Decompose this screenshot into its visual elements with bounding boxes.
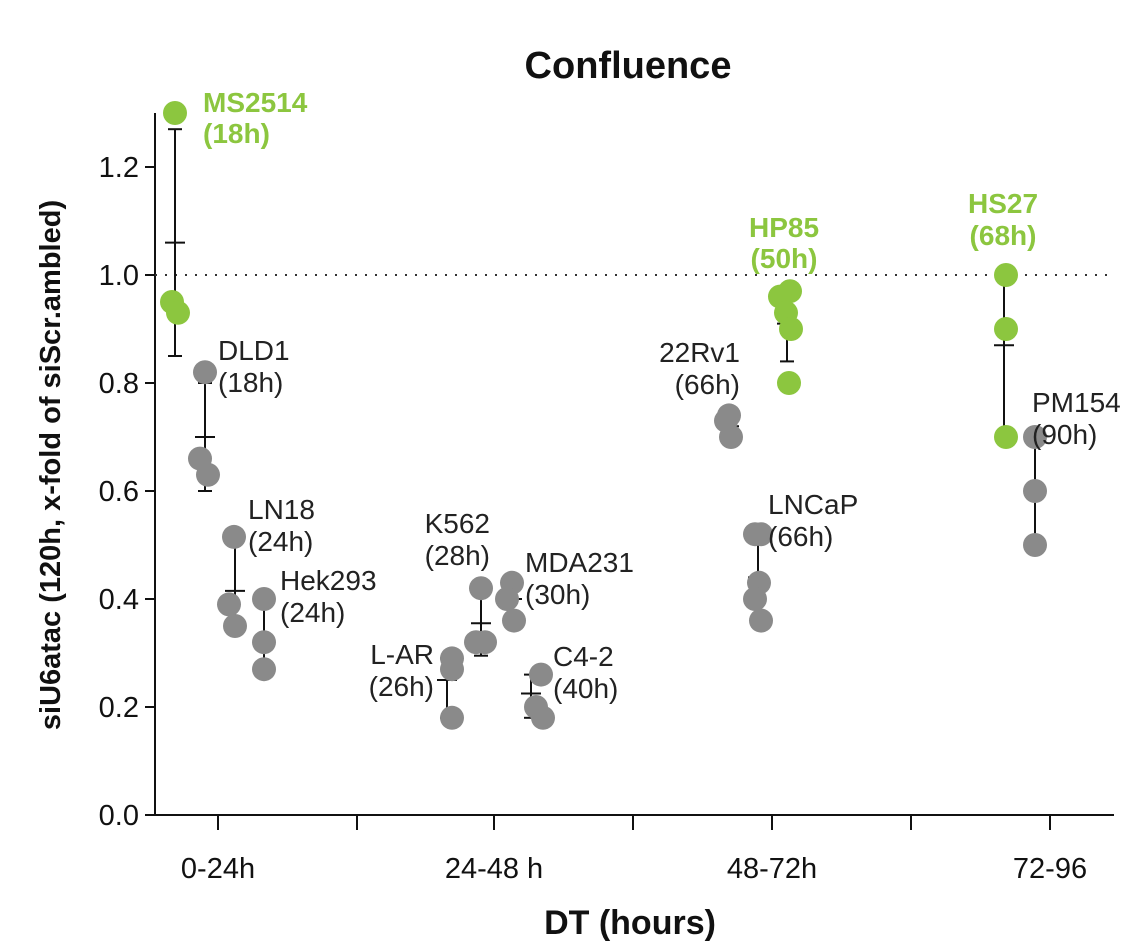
series-doubling-c4-2: (40h) [553, 673, 618, 704]
data-point-ms2514 [163, 101, 187, 125]
data-point-dld1 [193, 360, 217, 385]
series-doubling-hs27: (68h) [970, 220, 1037, 251]
data-point-ln18 [223, 614, 247, 638]
data-point-mda231 [502, 608, 526, 633]
axes: 0.0 0.2 0.4 0.6 0.8 1.0 1.2 0-24h 24-48 h 48-72h 7… [99, 113, 1114, 885]
data-point-hek293 [252, 657, 276, 682]
data-point-mda231 [495, 587, 519, 611]
series-doubling-lncap: (66h) [768, 521, 833, 552]
series-labels: MS2514(18h)DLD1(18h)LN18(24h)Hek293(24h)… [203, 87, 1121, 704]
data-point-pm154 [1023, 479, 1047, 503]
series-doubling-ln18: (24h) [248, 526, 313, 557]
y-tick-label: 1.0 [99, 260, 139, 292]
y-tick-label: 0.6 [99, 476, 139, 508]
series-name-l-ar: L-AR [370, 639, 434, 670]
data-point-hs27 [994, 317, 1018, 341]
data-point-l-ar [440, 657, 464, 682]
x-tick-label: 0-24h [181, 853, 255, 885]
series-name-dld1: DLD1 [218, 335, 290, 366]
data-point-ms2514 [166, 300, 190, 325]
data-point-hs27 [994, 263, 1018, 287]
series-doubling-dld1: (18h) [218, 367, 283, 398]
data-point-lncap [749, 608, 773, 633]
x-tick-label: 48-72h [727, 853, 817, 885]
series-name-hp85: HP85 [749, 212, 819, 243]
data-point-c4-2 [529, 662, 553, 687]
series-name-c4-2: C4-2 [553, 641, 614, 672]
data-points [160, 101, 1047, 730]
series-name-ms2514: MS2514 [203, 87, 308, 118]
series-name-lncap: LNCaP [768, 489, 858, 520]
data-point-hek293 [252, 587, 276, 611]
data-point-lncap [743, 587, 767, 611]
data-point-lncap [749, 522, 773, 547]
data-point-22rv1 [719, 425, 743, 449]
data-point-ln18 [217, 592, 241, 617]
y-tick-label: 1.2 [99, 152, 139, 184]
series-name-22rv1: 22Rv1 [659, 337, 740, 368]
series-doubling-22rv1: (66h) [675, 369, 740, 400]
y-tick-label: 0.8 [99, 368, 139, 400]
series-name-k562: K562 [425, 508, 490, 539]
series-doubling-k562: (28h) [425, 540, 490, 571]
series-name-ln18: LN18 [248, 494, 315, 525]
chart-title: Confluence [525, 45, 732, 87]
data-point-l-ar [440, 705, 464, 730]
y-tick-label: 0.4 [99, 584, 139, 616]
series-doubling-ms2514: (18h) [203, 118, 270, 149]
y-axis-label: siU6atac (120h, x-fold of siScr.ambled) [35, 200, 67, 730]
data-point-hs27 [994, 425, 1018, 449]
data-point-hp85 [779, 317, 803, 341]
y-tick-label: 0.2 [99, 692, 139, 724]
series-doubling-hp85: (50h) [751, 243, 818, 274]
series-doubling-l-ar: (26h) [369, 671, 434, 702]
data-point-c4-2 [531, 705, 555, 730]
series-name-pm154: PM154 [1032, 387, 1121, 418]
error-bars [165, 128, 1045, 719]
data-point-k562 [469, 576, 493, 601]
data-point-pm154 [1023, 425, 1047, 449]
x-tick-label: 24-48 h [445, 853, 543, 885]
series-doubling-hek293: (24h) [280, 597, 345, 628]
series-doubling-mda231: (30h) [525, 579, 590, 610]
series-name-hek293: Hek293 [280, 565, 377, 596]
data-point-pm154 [1023, 533, 1047, 557]
y-tick-label: 0.0 [99, 800, 139, 832]
series-doubling-pm154: (90h) [1032, 419, 1097, 450]
series-name-mda231: MDA231 [525, 547, 634, 578]
x-tick-label: 72-96 [1013, 853, 1087, 885]
data-point-dld1 [196, 462, 220, 487]
data-point-hp85 [777, 371, 801, 395]
series-name-hs27: HS27 [968, 188, 1038, 219]
x-axis-label: DT (hours) [544, 904, 716, 941]
data-point-hek293 [252, 630, 276, 655]
data-point-ln18 [222, 524, 246, 549]
data-point-k562 [473, 630, 497, 655]
